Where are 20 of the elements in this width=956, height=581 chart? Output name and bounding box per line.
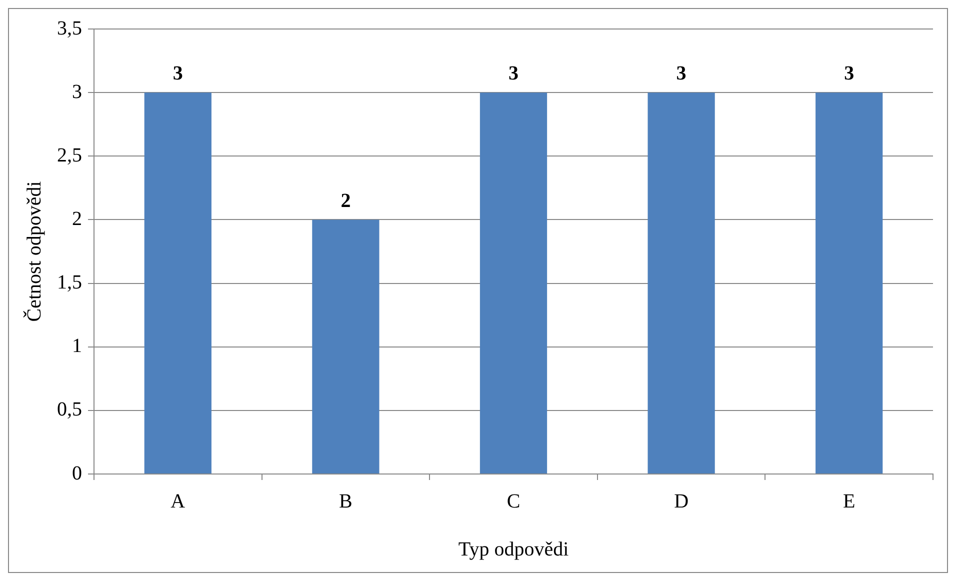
x-axis-title: Typ odpovědi: [458, 538, 570, 560]
data-label: 3: [676, 62, 686, 85]
y-tick-label: 1,5: [57, 272, 82, 294]
x-tick-label: C: [506, 490, 520, 512]
y-tick-label: 3: [72, 80, 82, 103]
data-label: 3: [508, 62, 518, 85]
data-label: 3: [172, 62, 183, 85]
x-tick-label: B: [339, 490, 352, 512]
y-tick-label: 1: [72, 335, 82, 358]
data-label: 3: [844, 62, 854, 85]
y-tick-label: 3,5: [57, 17, 82, 40]
y-tick-label: 0: [72, 462, 82, 484]
x-tick-label: E: [842, 490, 856, 512]
y-axis-title: Četnost odpovědi: [22, 180, 46, 322]
y-tick-label: 2: [72, 208, 82, 230]
x-tick-label: A: [170, 490, 186, 512]
y-tick-label: 0,5: [57, 398, 82, 421]
x-tick-label: D: [674, 490, 689, 512]
y-tick-label: 2,5: [57, 144, 82, 166]
data-label: 2: [340, 190, 351, 212]
